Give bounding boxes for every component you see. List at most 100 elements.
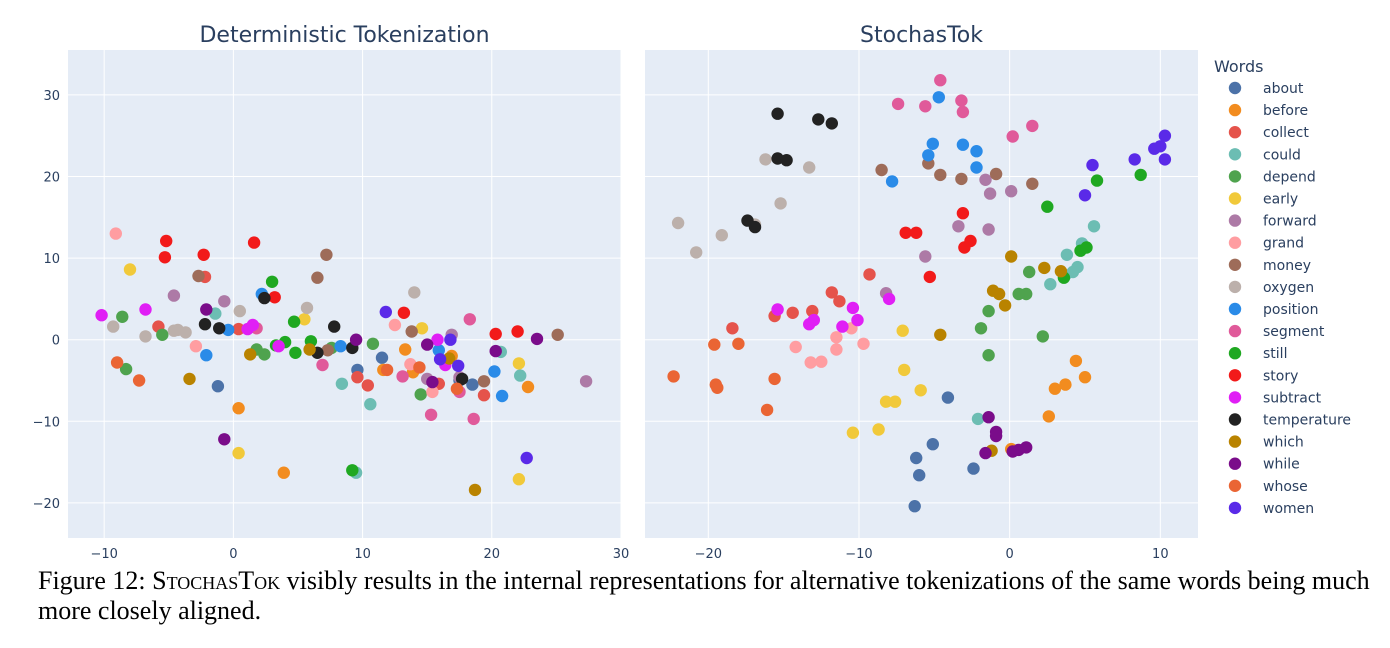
point-money bbox=[320, 248, 333, 261]
point-story bbox=[923, 270, 936, 284]
point-whose bbox=[667, 370, 680, 383]
point-about bbox=[375, 351, 389, 364]
point-while bbox=[489, 344, 502, 358]
y-tick-label: −20 bbox=[33, 497, 60, 512]
point-before bbox=[277, 466, 290, 479]
point-before bbox=[1042, 410, 1056, 423]
point-temperature bbox=[213, 322, 226, 335]
point-oxygen bbox=[179, 326, 192, 339]
point-forward bbox=[919, 250, 932, 263]
point-money bbox=[551, 328, 564, 341]
legend-item-forward: forward bbox=[1228, 214, 1317, 230]
point-temperature bbox=[771, 107, 784, 120]
point-which bbox=[443, 352, 456, 365]
legend-marker bbox=[1228, 302, 1242, 316]
point-oxygen bbox=[408, 286, 421, 299]
point-before bbox=[1069, 354, 1083, 368]
point-grand bbox=[388, 318, 402, 332]
point-early bbox=[415, 322, 429, 335]
point-grand bbox=[830, 343, 843, 356]
point-subtract bbox=[139, 303, 152, 316]
point-position bbox=[922, 149, 935, 162]
point-women bbox=[520, 451, 533, 465]
x-tick-label: 0 bbox=[1006, 547, 1014, 560]
point-collect bbox=[863, 268, 876, 281]
x-tick-label: −10 bbox=[845, 547, 872, 560]
point-collect bbox=[825, 286, 838, 299]
point-while bbox=[349, 333, 363, 346]
point-women bbox=[444, 333, 457, 346]
point-could bbox=[1087, 220, 1101, 233]
point-while bbox=[1019, 441, 1033, 454]
point-early bbox=[512, 357, 526, 370]
legend-item-while: while bbox=[1228, 457, 1300, 473]
point-temperature bbox=[780, 154, 793, 167]
point-segment bbox=[934, 74, 947, 87]
point-position bbox=[200, 349, 213, 362]
panel-stochastok: −20 −10 0 10 StochasTok bbox=[645, 23, 1198, 560]
legend-item-subtract: subtract bbox=[1228, 390, 1322, 406]
point-depend bbox=[1012, 287, 1025, 301]
point-about bbox=[910, 451, 923, 465]
figure-caption: Figure 12: StochasTok visibly results in… bbox=[38, 566, 1378, 626]
point-collect bbox=[786, 306, 799, 319]
points-deterministic bbox=[95, 227, 593, 497]
grid-stochastok bbox=[645, 50, 1198, 538]
y-tick-label: 20 bbox=[43, 170, 60, 185]
point-story bbox=[160, 234, 173, 248]
point-collect bbox=[232, 322, 245, 336]
legend-item-collect: collect bbox=[1228, 125, 1309, 141]
point-story bbox=[511, 325, 524, 338]
point-before bbox=[232, 402, 245, 415]
point-oxygen bbox=[690, 246, 703, 259]
plot-background-stochastok bbox=[645, 50, 1198, 538]
legend-label: while bbox=[1263, 457, 1300, 473]
point-segment bbox=[955, 94, 968, 107]
legend-label: still bbox=[1263, 346, 1287, 362]
point-grand bbox=[109, 227, 123, 240]
point-which bbox=[992, 287, 1006, 301]
point-about bbox=[211, 380, 225, 393]
point-grand bbox=[804, 356, 817, 369]
point-segment bbox=[1026, 119, 1039, 133]
point-still bbox=[289, 346, 302, 359]
point-before bbox=[1078, 371, 1092, 384]
point-segment bbox=[467, 412, 480, 426]
point-before bbox=[1048, 382, 1062, 395]
point-position bbox=[932, 91, 945, 104]
point-depend bbox=[974, 322, 988, 335]
point-story bbox=[964, 234, 977, 248]
point-segment bbox=[919, 100, 932, 113]
point-while bbox=[200, 303, 213, 316]
plot-background-deterministic bbox=[68, 50, 621, 538]
point-story bbox=[910, 226, 923, 239]
grid-deterministic bbox=[68, 50, 622, 538]
point-women bbox=[379, 305, 392, 319]
legend-label: temperature bbox=[1263, 413, 1351, 429]
point-early bbox=[232, 446, 245, 460]
point-could bbox=[1066, 265, 1080, 279]
point-still bbox=[287, 315, 301, 328]
legend-marker bbox=[1228, 413, 1242, 426]
legend-item-before: before bbox=[1228, 103, 1308, 119]
point-whose bbox=[380, 363, 394, 377]
point-women bbox=[433, 353, 447, 366]
x-tick-label: 0 bbox=[229, 547, 237, 560]
point-forward bbox=[982, 223, 995, 236]
x-tick-label: 30 bbox=[613, 547, 630, 560]
point-whose bbox=[708, 338, 721, 351]
point-forward bbox=[979, 173, 992, 186]
point-depend bbox=[258, 348, 271, 361]
legend-item-could: could bbox=[1228, 147, 1301, 163]
point-women bbox=[452, 359, 465, 372]
point-about bbox=[926, 438, 939, 451]
legend-marker bbox=[1228, 192, 1242, 205]
point-forward bbox=[167, 289, 181, 302]
tick-labels-deterministic: −10 0 10 20 30 −20 −10 0 10 20 30 bbox=[33, 89, 630, 560]
point-position bbox=[970, 161, 983, 174]
point-forward bbox=[1005, 185, 1018, 198]
point-could bbox=[1044, 278, 1057, 291]
point-about bbox=[967, 462, 980, 475]
point-before bbox=[399, 343, 412, 356]
point-position bbox=[970, 145, 983, 158]
